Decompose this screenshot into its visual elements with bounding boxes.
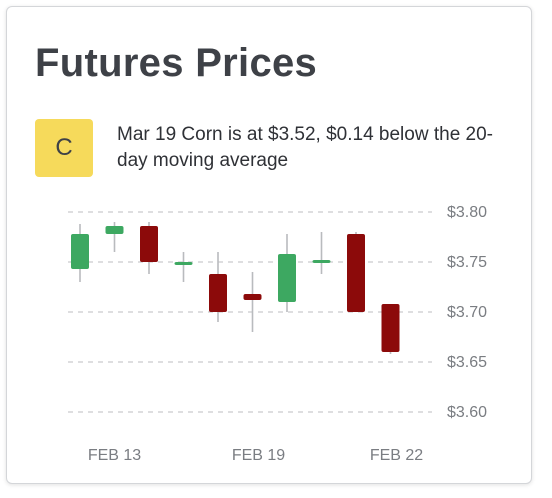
candle-body-up (105, 226, 124, 234)
commodity-badge: C (35, 119, 93, 177)
grid-lines (68, 211, 432, 413)
y-tick-label: $3.60 (447, 404, 487, 421)
badge-letter: C (55, 134, 73, 161)
card-title: Futures Prices (35, 41, 318, 85)
candle-body-down (140, 226, 158, 262)
candle-body-up (71, 234, 89, 269)
price-summary: Mar 19 Corn is at $3.52, $0.14 below the… (117, 124, 494, 171)
y-tick-label: $3.70 (447, 304, 487, 321)
x-axis-labels: FEB 13 FEB 19 FEB 22 (88, 447, 423, 464)
candle-body-down (381, 304, 400, 352)
futures-card: Futures Prices C Mar 19 Corn is at $3.52… (6, 6, 532, 484)
y-tick-label: $3.65 (447, 354, 487, 371)
x-tick-label: FEB 22 (370, 447, 423, 464)
y-tick-label: $3.80 (447, 204, 487, 221)
x-tick-label: FEB 19 (232, 447, 285, 464)
candles (71, 222, 400, 354)
candle-body-down (347, 234, 365, 312)
y-tick-label: $3.75 (447, 254, 487, 271)
candle-body-up (174, 262, 193, 265)
x-tick-label: FEB 13 (88, 447, 141, 464)
candle-body-down (243, 294, 262, 300)
candle-body-up (278, 254, 296, 302)
candle-body-down (209, 274, 227, 312)
candle-body-up (312, 260, 331, 263)
y-axis-labels: $3.80 $3.75 $3.70 $3.65 $3.60 (447, 204, 487, 421)
